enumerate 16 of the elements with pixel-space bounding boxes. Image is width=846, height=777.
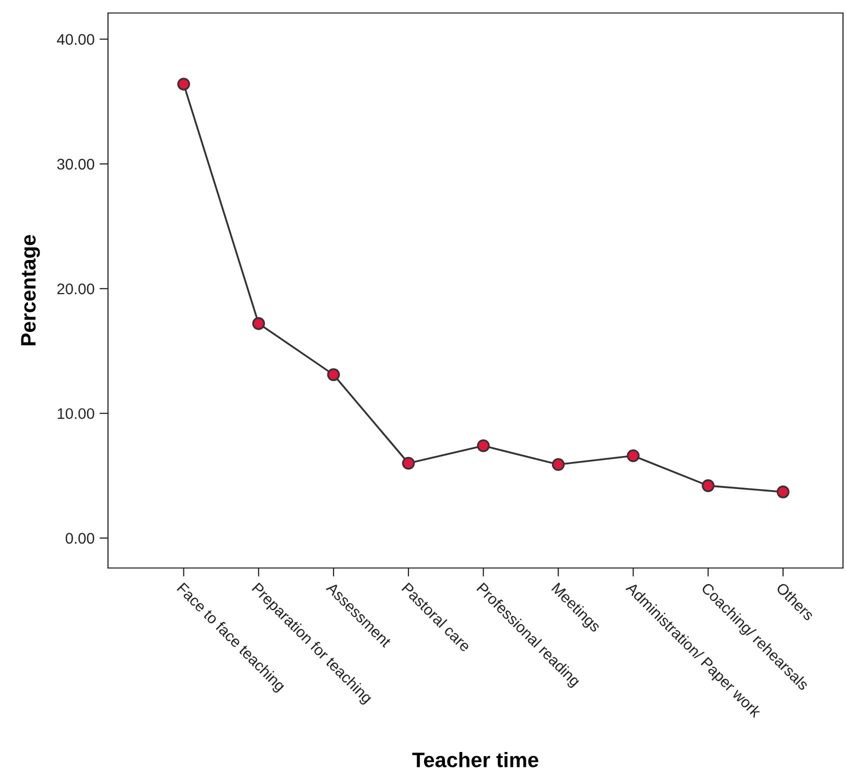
point (177, 78, 190, 90)
y-tick-label: 0.00 (66, 532, 94, 544)
point (402, 456, 415, 470)
point (252, 317, 265, 330)
point (327, 368, 340, 382)
x-axis-title: Teacher time (412, 752, 538, 768)
y-tick-label: 40.00 (56, 34, 94, 45)
y-axis-title: Percentage (21, 235, 40, 346)
point (476, 439, 490, 452)
point (776, 486, 790, 498)
y-tick-label: 10.00 (58, 408, 94, 420)
point (702, 479, 715, 492)
point (552, 458, 565, 471)
y-tick-label: 30.00 (57, 158, 94, 170)
y-tick-label: 20.00 (57, 283, 94, 294)
point (626, 449, 640, 462)
